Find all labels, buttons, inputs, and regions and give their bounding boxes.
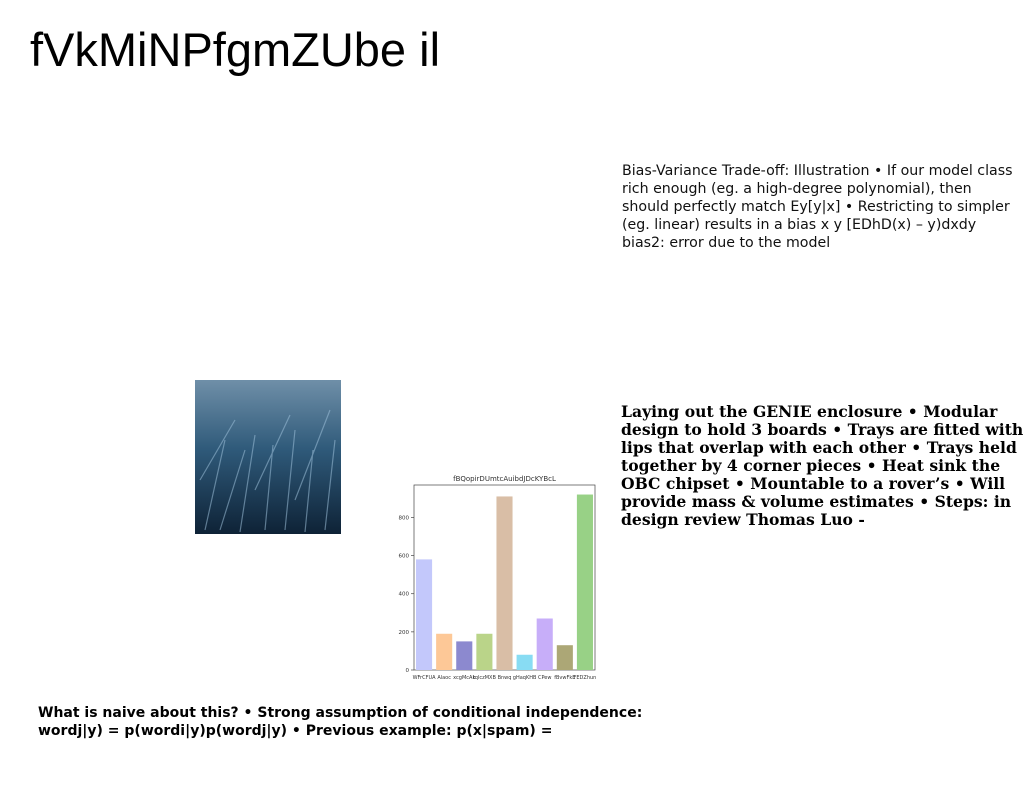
bar (456, 641, 473, 670)
text-block: Bias-Variance Trade-off: Illustration • … (622, 163, 1013, 251)
bar (496, 496, 513, 670)
bar (436, 633, 453, 670)
chart: fBQopirDUmtcAuibdJDcKYBcL 0 200 400 600 800 WF… (399, 475, 597, 681)
y-tick-label: 600 (399, 554, 410, 560)
bar (576, 494, 593, 670)
x-tick-label: FEDZhun (574, 675, 597, 681)
bar (476, 633, 493, 670)
y-tick-label: 200 (399, 630, 410, 636)
bar (556, 645, 573, 670)
x-tick-label: Bnwq (498, 675, 512, 681)
x-tick-label: CPew (538, 675, 552, 681)
text-block: What is naive about this? • Strong assum… (38, 705, 643, 739)
y-tick-label: 400 (399, 592, 410, 598)
x-tick-label: gHaqKHB (513, 675, 537, 681)
chart-title: fBQopirDUmtcAuibdJDcKYBcL (453, 475, 556, 483)
x-tick-label: fBvwFkE (554, 675, 575, 681)
x-tick-label: WFrCFUA (413, 675, 437, 681)
x-tick-label: tqlczMXB (473, 675, 497, 681)
bar (416, 559, 433, 670)
y-tick-label: 800 (399, 515, 410, 521)
photo (195, 380, 341, 534)
y-tick-label: 0 (406, 668, 410, 674)
bar (536, 618, 553, 670)
slide-title: fVkMiNPfgmZUbe il (30, 23, 441, 76)
bar (516, 654, 533, 670)
text-block: Laying out the GENIE enclosure • Modular… (621, 402, 1024, 529)
x-tick-label: xcgMcAk (453, 675, 475, 681)
x-tick-label: Alaoc (437, 675, 451, 681)
